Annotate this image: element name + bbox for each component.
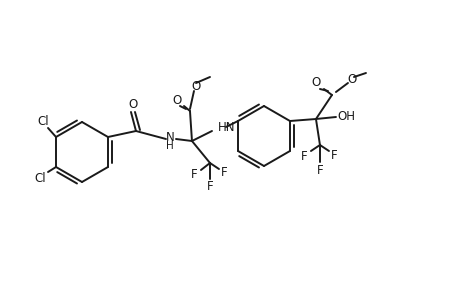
Text: Cl: Cl [34, 172, 46, 185]
Text: HN: HN [218, 121, 235, 134]
Text: OH: OH [336, 110, 354, 122]
Text: O: O [311, 76, 320, 88]
Text: O: O [347, 73, 356, 85]
Text: O: O [191, 80, 200, 92]
Text: F: F [206, 181, 213, 194]
Text: F: F [190, 169, 197, 182]
Text: Cl: Cl [37, 115, 49, 128]
Text: O: O [172, 94, 181, 106]
Text: F: F [330, 148, 336, 161]
Text: H: H [166, 141, 174, 151]
Text: O: O [128, 98, 137, 110]
Text: F: F [300, 149, 307, 163]
Text: F: F [316, 164, 323, 176]
Text: N: N [165, 130, 174, 143]
Text: F: F [220, 167, 227, 179]
